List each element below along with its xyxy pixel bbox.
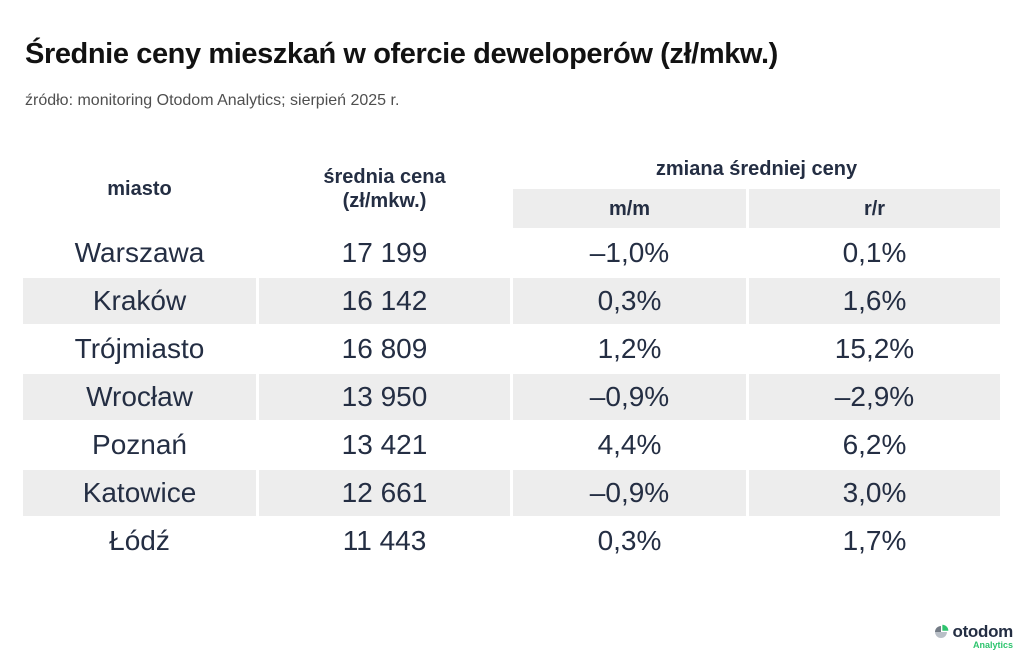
table-cell-city: Wrocław <box>23 374 256 420</box>
table-cell-city: Poznań <box>92 429 187 460</box>
column-header-change-group: zmiana średniej ceny <box>655 157 858 180</box>
column-header-rr: r/r <box>749 189 1000 228</box>
table-cell-price: 16 809 <box>341 333 428 364</box>
column-header-price-line2: (zł/mkw.) <box>342 190 427 212</box>
table-cell-rr: 0,1% <box>842 237 907 268</box>
column-header-price: średnia cena (zł/mkw.) <box>259 150 510 228</box>
table-cell-mm: 0,3% <box>597 525 662 556</box>
table-cell-city: Warszawa <box>74 237 205 268</box>
table-cell-price: 12 661 <box>259 470 510 516</box>
column-header-mm: m/m <box>513 189 746 228</box>
column-header-price-line1: średnia cena <box>323 166 446 188</box>
pie-chart-icon <box>933 624 949 640</box>
table-cell-price: 17 199 <box>341 237 428 268</box>
analytics-wordmark: Analytics <box>972 640 1013 650</box>
table-cell-city: Trójmiasto <box>74 333 205 364</box>
otodom-analytics-logo: otodom Analytics <box>929 622 1013 650</box>
table-cell-rr: 6,2% <box>842 429 907 460</box>
page-title: Średnie ceny mieszkań w ofercie dewelope… <box>25 38 778 70</box>
table-cell-rr: 3,0% <box>749 470 1000 516</box>
table-cell-price: 13 950 <box>259 374 510 420</box>
table-cell-rr: –2,9% <box>749 374 1000 420</box>
table-cell-mm: 4,4% <box>597 429 662 460</box>
table-cell-city: Kraków <box>23 278 256 324</box>
table-cell-city: Katowice <box>23 470 256 516</box>
table-cell-price: 16 142 <box>259 278 510 324</box>
table-cell-mm: 0,3% <box>513 278 746 324</box>
table-cell-mm: –0,9% <box>513 470 746 516</box>
table-cell-price: 11 443 <box>342 525 427 556</box>
table-cell-mm: 1,2% <box>597 333 662 364</box>
price-table: miasto średnia cena (zł/mkw.) zmiana śre… <box>23 150 1000 564</box>
table-cell-rr: 1,6% <box>749 278 1000 324</box>
table-cell-mm: –1,0% <box>589 237 670 268</box>
otodom-wordmark: otodom <box>952 622 1013 641</box>
column-header-city: miasto <box>107 178 172 200</box>
table-cell-rr: 15,2% <box>834 333 915 364</box>
table-cell-city: Łódź <box>109 525 170 556</box>
table-cell-mm: –0,9% <box>513 374 746 420</box>
table-cell-rr: 1,7% <box>842 525 907 556</box>
table-cell-price: 13 421 <box>341 429 428 460</box>
source-caption: źródło: monitoring Otodom Analytics; sie… <box>25 92 400 109</box>
